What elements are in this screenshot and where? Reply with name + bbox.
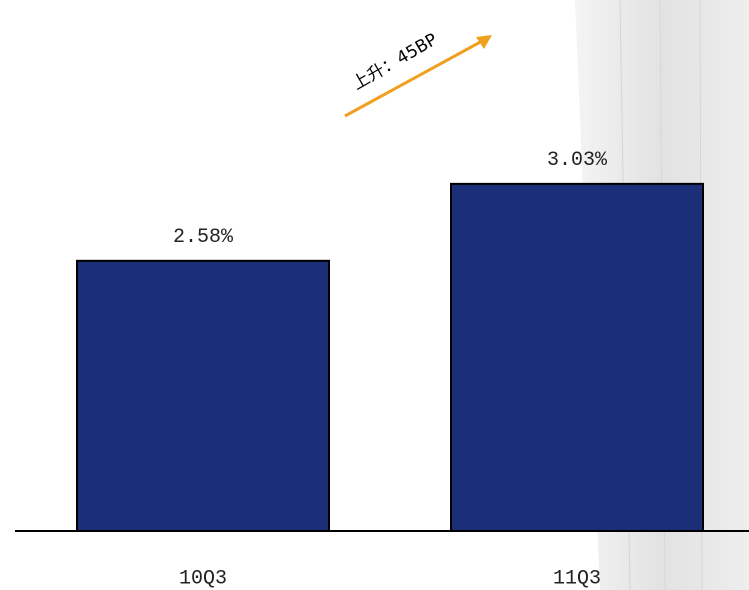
trend-arrow [344, 38, 485, 118]
value-label: 2.58% [173, 226, 234, 249]
x-tick-label: 11Q3 [553, 567, 601, 590]
arrow-head [476, 35, 492, 49]
bar [450, 182, 704, 532]
value-label: 3.03% [547, 149, 608, 172]
annotation: 上升：45BP [349, 30, 441, 95]
bar [76, 259, 330, 532]
x-tick-label: 10Q3 [179, 567, 227, 590]
